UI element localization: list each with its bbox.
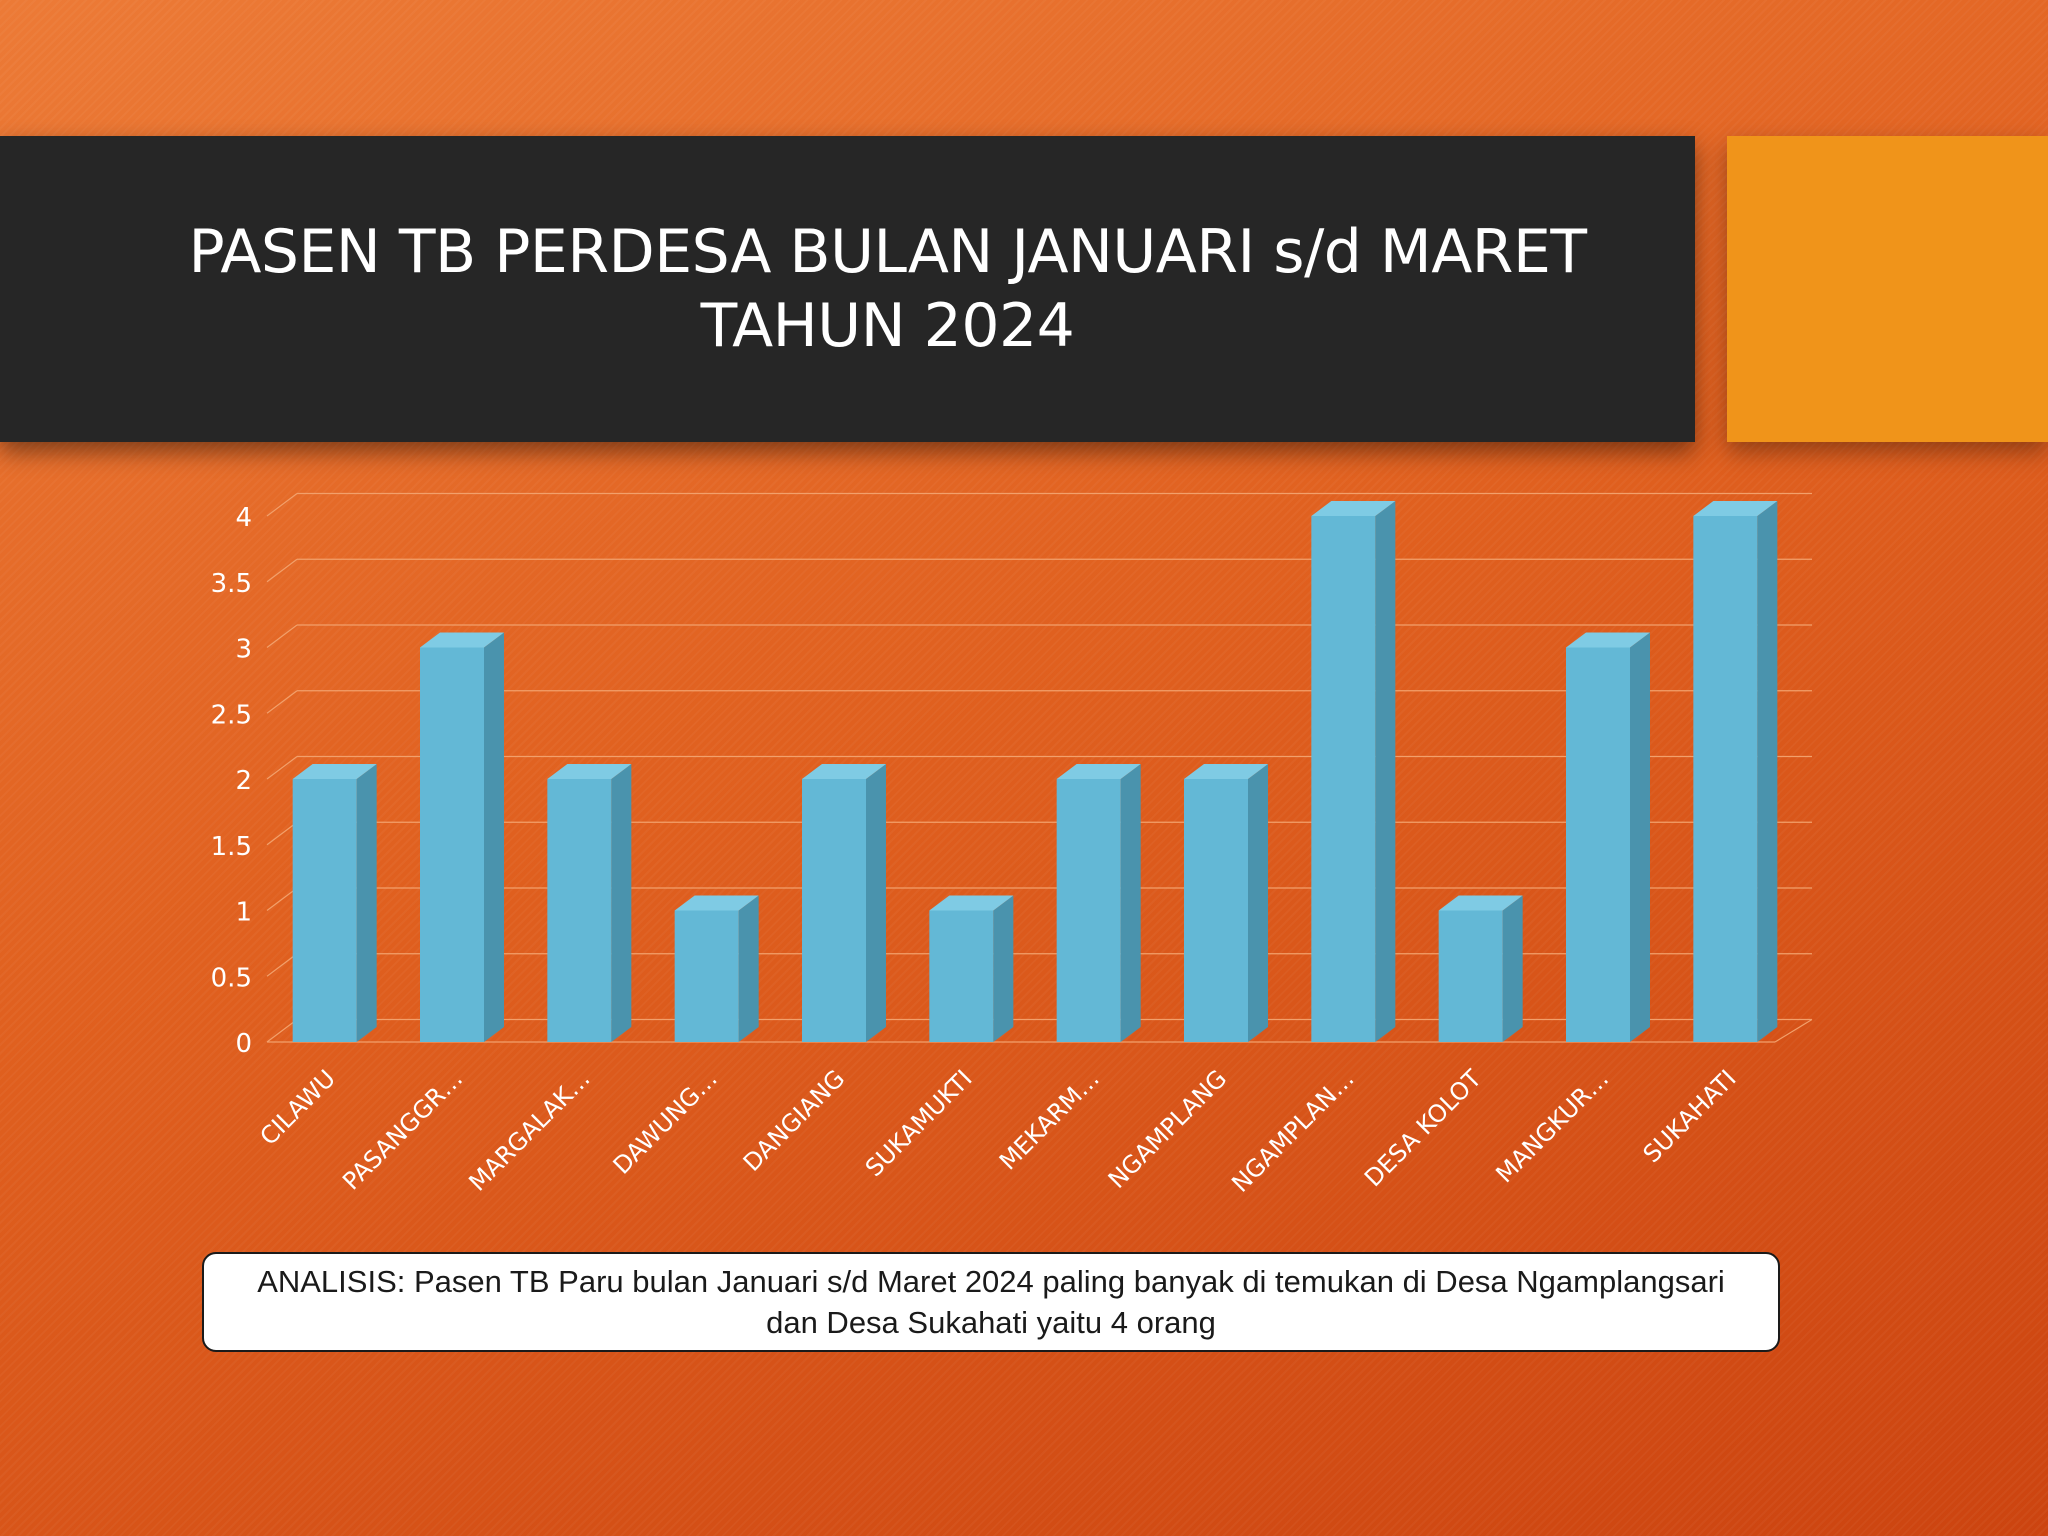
grid-diagonal <box>266 887 298 911</box>
bar-top <box>674 895 759 911</box>
y-tick-label: 1 <box>235 898 252 928</box>
bar-side <box>484 632 504 1042</box>
bar <box>292 764 377 1042</box>
x-tick-label: CILAWU <box>255 1064 341 1150</box>
bar-side <box>1630 632 1650 1042</box>
bar-front <box>929 910 994 1042</box>
bar-top <box>1693 501 1778 516</box>
grid-diagonal <box>266 624 298 648</box>
bar-side <box>1120 764 1141 1042</box>
bar-side <box>356 764 377 1042</box>
grid-diagonal <box>266 756 298 780</box>
bar <box>802 764 886 1042</box>
bar-side <box>1375 501 1396 1042</box>
bar-top <box>1311 501 1396 516</box>
x-tick-label: SUKAMUKTI <box>860 1064 978 1182</box>
y-tick-label: 4 <box>235 503 252 533</box>
grid-diagonal <box>266 493 298 517</box>
y-axis-ticks: 0 0.5 1 1.5 2 2.5 3 3.5 4 <box>211 503 252 1059</box>
x-tick-label: DANGIANG <box>738 1064 850 1176</box>
x-tick-label: NGAMPLANG <box>1103 1064 1232 1193</box>
bar-top <box>292 764 377 779</box>
bar-top <box>802 764 886 779</box>
title-banner: PASEN TB PERDESA BULAN JANUARI s/d MARET… <box>0 136 1695 442</box>
bar-top <box>420 632 504 648</box>
bar <box>1311 501 1396 1042</box>
bar-top <box>1056 764 1141 779</box>
bar-front <box>1311 516 1376 1042</box>
bar-side <box>866 764 886 1042</box>
y-tick-label: 0 <box>235 1029 252 1059</box>
bar-front <box>1693 516 1758 1042</box>
y-tick-label: 2 <box>235 766 252 796</box>
bar-front <box>1566 647 1630 1042</box>
bars <box>292 501 1778 1042</box>
bar <box>1184 764 1268 1042</box>
bar-top <box>1438 895 1523 911</box>
bar <box>1438 895 1523 1042</box>
x-tick-label: DAWUNG… <box>608 1064 723 1179</box>
x-tick-label: NGAMPLAN… <box>1226 1064 1359 1197</box>
bar-side <box>611 764 632 1042</box>
y-tick-label: 2.5 <box>211 700 252 730</box>
bar-front <box>1184 779 1248 1042</box>
bar <box>547 764 632 1042</box>
y-tick-label: 3.5 <box>211 569 252 599</box>
bar-front <box>1438 910 1503 1042</box>
x-tick-label: SUKAHATI <box>1638 1064 1742 1168</box>
bar-top <box>929 895 1014 911</box>
grid-diagonal <box>266 558 298 583</box>
bar-top <box>547 764 632 779</box>
bar <box>1566 632 1650 1042</box>
y-tick-label: 0.5 <box>211 963 252 993</box>
x-tick-label: PASANGGR… <box>337 1064 468 1195</box>
grid-diagonal <box>266 821 298 846</box>
grid-diagonal <box>266 953 298 977</box>
bar-front <box>1056 779 1121 1042</box>
slide-title: PASEN TB PERDESA BULAN JANUARI s/d MARET… <box>188 217 1588 361</box>
bar-side <box>1502 895 1523 1042</box>
bar-front <box>802 779 866 1042</box>
floor-edge-side <box>1774 1018 1813 1043</box>
bar-top <box>1184 764 1268 779</box>
bar-front <box>292 779 357 1042</box>
y-tick-label: 1.5 <box>211 832 252 862</box>
y-tick-label: 3 <box>235 635 252 665</box>
bar-front <box>547 779 612 1042</box>
bar <box>420 632 504 1042</box>
x-tick-label: DESA KOLOT <box>1359 1064 1487 1192</box>
bar-top <box>1566 632 1650 648</box>
x-tick-label: MARGALAK… <box>463 1064 595 1196</box>
x-tick-label: MEKARM… <box>994 1064 1105 1175</box>
accent-block <box>1727 136 2048 442</box>
bar-side <box>993 895 1014 1042</box>
grid-diagonal <box>266 1019 298 1043</box>
bar-front <box>420 647 484 1042</box>
analysis-text: ANALISIS: Pasen TB Paru bulan Januari s/… <box>257 1264 1725 1340</box>
bar-front <box>674 910 739 1042</box>
bar <box>674 895 759 1042</box>
bar-side <box>738 895 759 1042</box>
bar <box>929 895 1014 1042</box>
bar-side <box>1248 764 1268 1042</box>
bar <box>1056 764 1141 1042</box>
grid-diagonal <box>266 690 298 714</box>
bar <box>1693 501 1778 1042</box>
bar-side <box>1757 501 1778 1042</box>
x-tick-label: MANGKUR… <box>1490 1064 1614 1188</box>
analysis-box: ANALISIS: Pasen TB Paru bulan Januari s/… <box>202 1252 1780 1352</box>
